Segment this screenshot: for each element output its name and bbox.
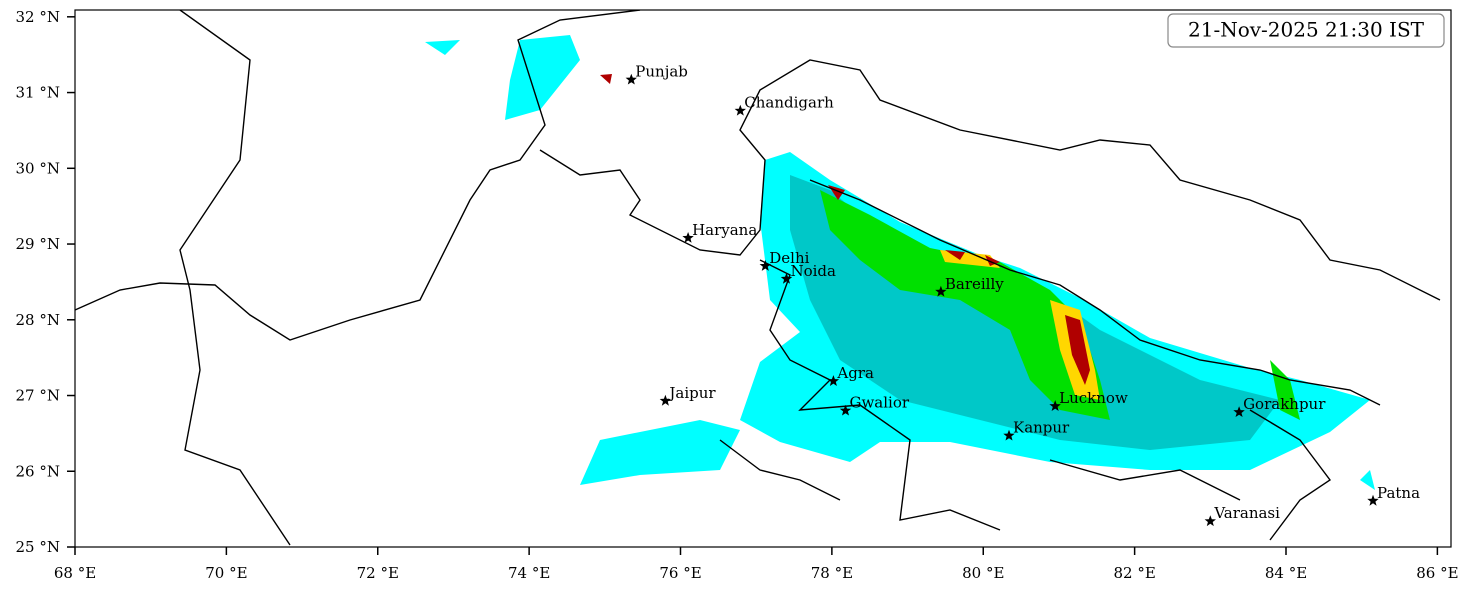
y-tick-label: 30 °N [16,159,60,177]
x-tick-label: 72 °E [357,564,399,582]
city-marker [1233,406,1245,417]
city-marker [935,285,947,297]
y-tick-label: 25 °N [16,538,60,556]
city-marker [659,394,672,406]
border [75,10,641,341]
y-tick-label: 31 °N [16,84,60,102]
x-tick-label: 78 °E [811,564,853,582]
y-tick-label: 26 °N [16,462,60,480]
city-label: Delhi [769,249,809,267]
y-tick-label: 32 °N [16,8,60,26]
city-marker [1204,515,1216,527]
city-marker [827,375,840,386]
x-tick-label: 76 °E [659,564,701,582]
x-tick-label: 82 °E [1113,564,1155,582]
border [759,259,1001,531]
timestamp: 21-Nov-2025 21:30 IST [1188,18,1425,42]
city-label: Bareilly [945,275,1004,293]
city-label: Agra [836,364,874,382]
city-marker [1367,494,1379,506]
title-box [1167,13,1445,48]
city-marker [734,104,746,116]
city-marker [759,260,771,271]
city-label: Kanpur [1013,419,1070,437]
city-label: Jaipur [667,384,716,402]
x-tick-label: 74 °E [508,564,550,582]
x-tick-label: 80 °E [962,564,1004,582]
city-marker [1003,429,1015,441]
border [809,179,1381,406]
city-marker [1049,400,1061,411]
x-tick-label: 86 °E [1416,564,1458,582]
city-marker [780,272,793,284]
city-label: Haryana [692,221,757,239]
y-tick-label: 29 °N [16,235,60,253]
city-label: Lucknow [1059,389,1128,407]
border [539,59,1441,301]
city-marker [839,404,852,416]
city-label: Chandigarh [744,94,834,112]
city-label: Gorakhpur [1243,395,1326,413]
y-tick-label: 27 °N [16,387,60,405]
x-tick-label: 84 °E [1265,564,1307,582]
y-tick-label: 28 °N [16,311,60,329]
boundaries [75,10,1441,546]
city-label: Noida [790,262,836,280]
city-label: Punjab [635,63,688,81]
x-tick-label: 70 °E [205,564,247,582]
city-marker [625,73,637,85]
rain-light [425,35,1375,490]
border [179,10,1332,546]
city-label: Gwalior [849,394,909,412]
x-tick-label: 68 °E [54,564,96,582]
city-label: Patna [1377,484,1420,502]
city-marker [682,232,694,243]
precipitation [425,35,1375,490]
city-label: Varanasi [1213,504,1280,522]
plot-frame [74,9,1452,548]
